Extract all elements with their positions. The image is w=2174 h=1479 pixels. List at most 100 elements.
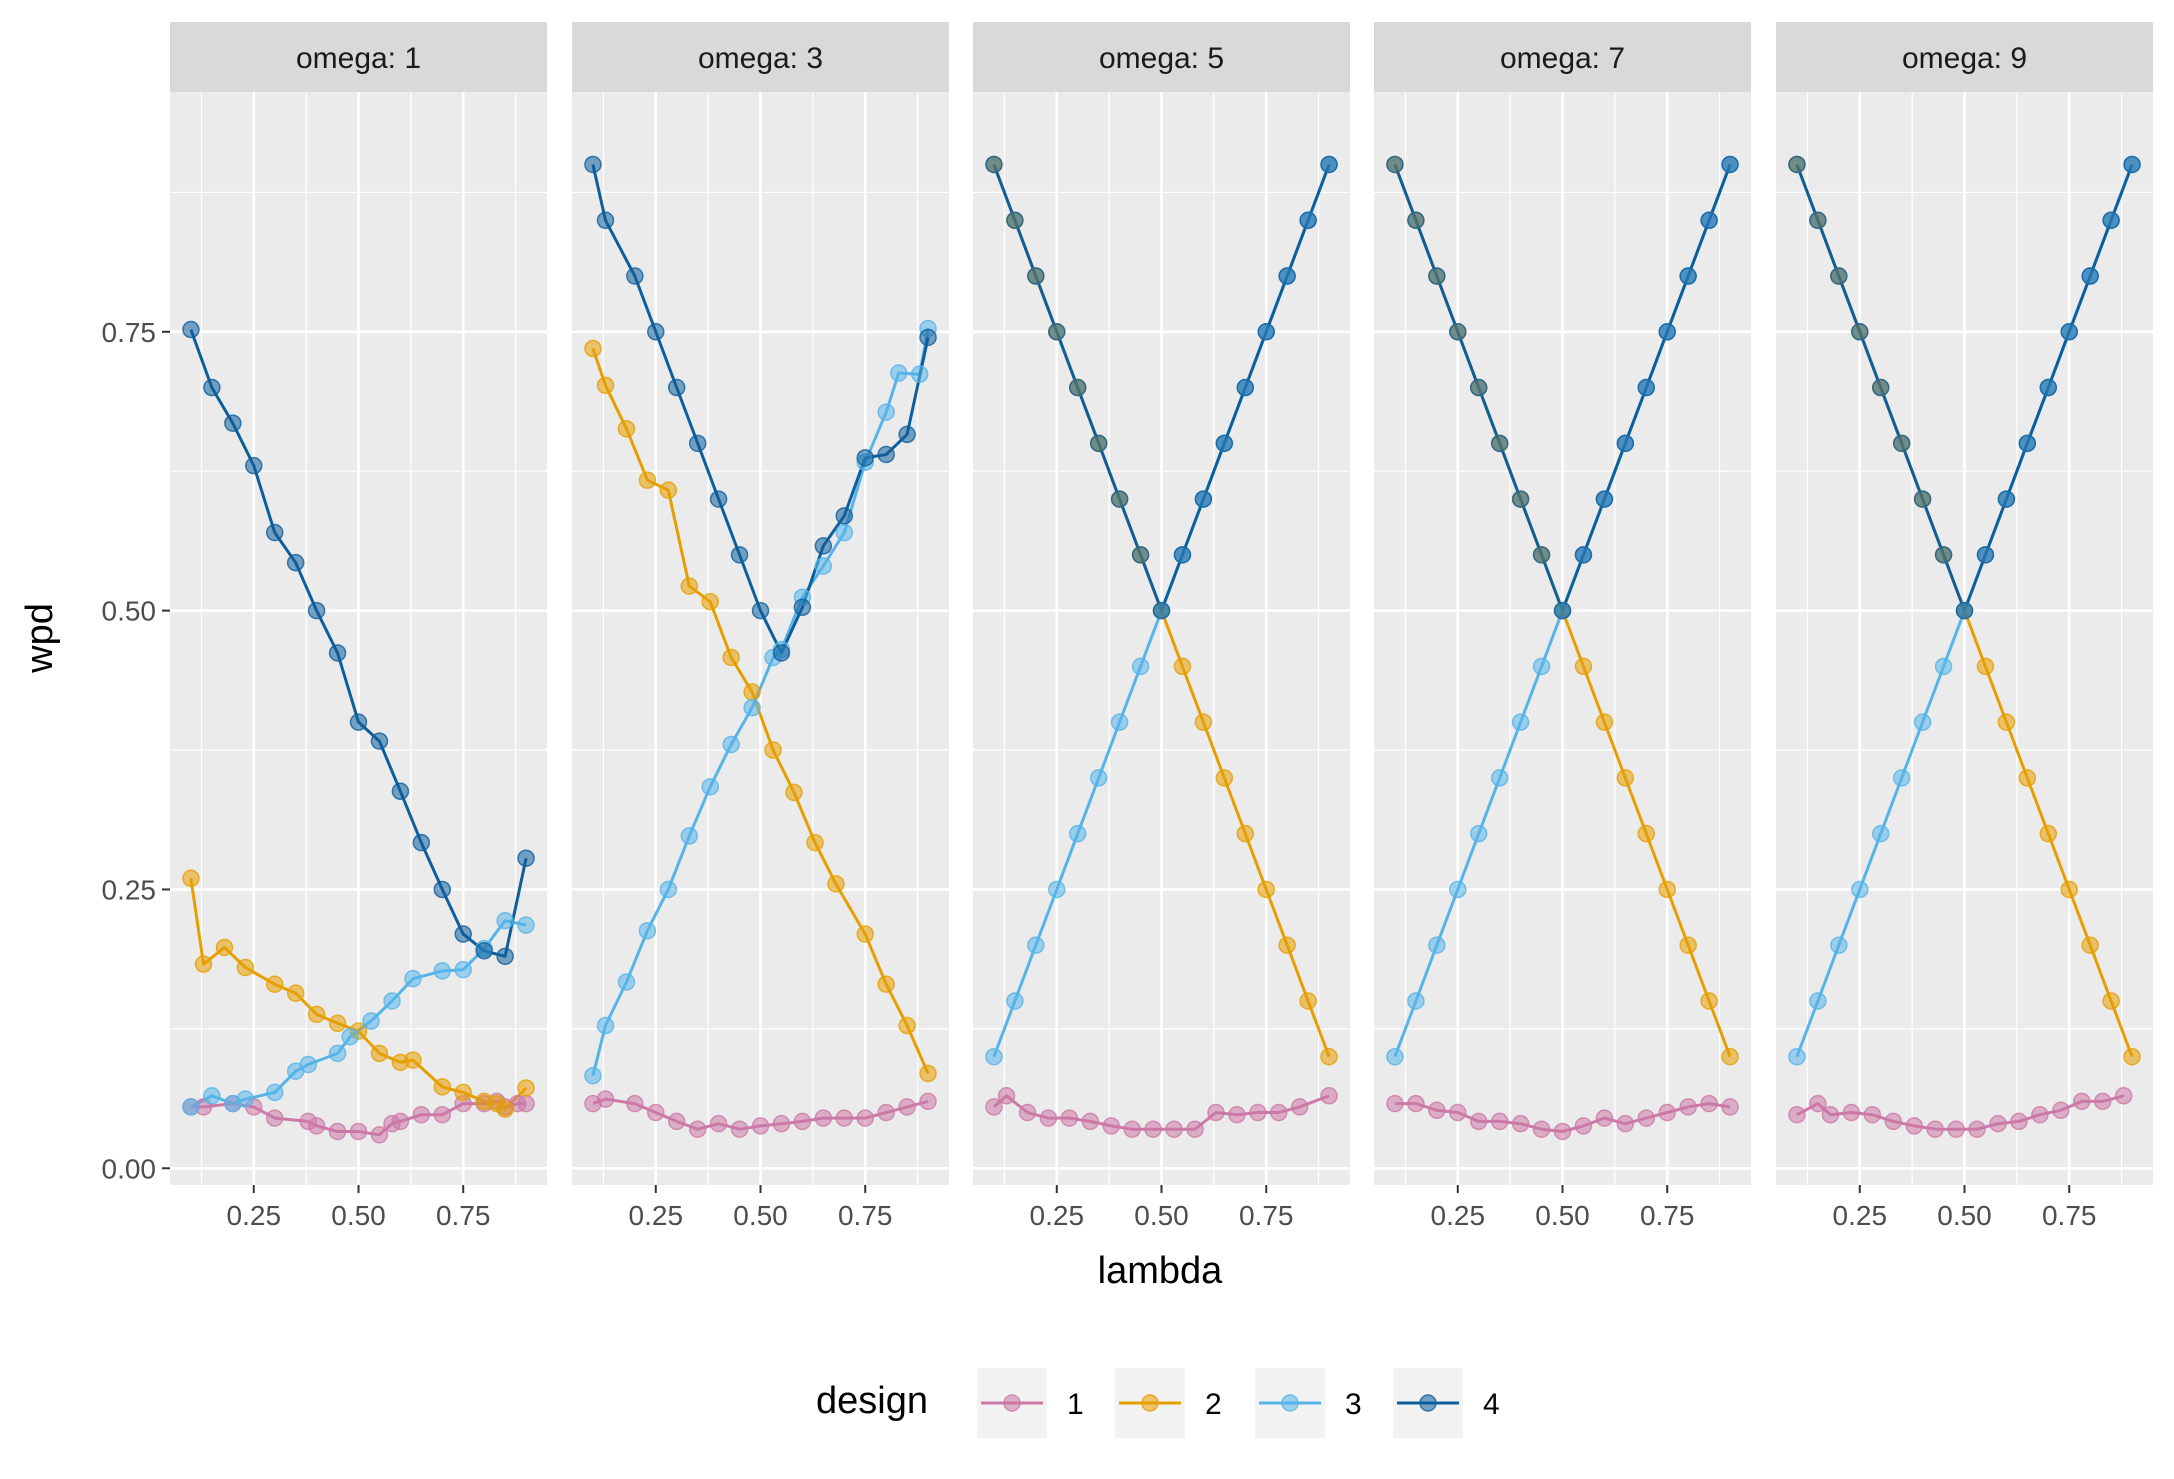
data-point-design-1 <box>1532 1120 1551 1138</box>
data-point-design-3 <box>659 880 678 899</box>
data-point-design-2 <box>404 1051 422 1069</box>
data-point-design-2 <box>2018 769 2037 787</box>
data-point-design-3 <box>1110 713 1129 731</box>
data-point-design-4 <box>349 713 368 731</box>
data-point-design-3 <box>1490 769 1509 787</box>
data-point-design-1 <box>1449 1103 1467 1122</box>
y-tick-label: 0.50 <box>102 596 157 627</box>
data-point-design-4 <box>584 155 602 174</box>
data-point-design-3 <box>404 969 422 988</box>
data-point-design-1 <box>433 1105 452 1124</box>
data-point-design-1 <box>1386 1094 1404 1113</box>
data-point-design-4 <box>1152 601 1171 620</box>
data-point-design-2 <box>215 938 234 957</box>
data-point-design-1 <box>2114 1087 2133 1105</box>
data-point-design-4 <box>1532 546 1551 564</box>
data-point-design-4 <box>2039 378 2058 397</box>
data-point-design-4 <box>1955 601 1974 620</box>
data-point-design-1 <box>1863 1105 1882 1124</box>
data-point-design-4 <box>2060 323 2078 341</box>
data-point-design-2 <box>680 577 699 595</box>
x-tick-label: 0.50 <box>1134 1200 1189 1231</box>
data-point-design-1 <box>1842 1103 1861 1122</box>
data-point-design-3 <box>433 962 452 980</box>
data-point-design-4 <box>814 537 833 555</box>
data-point-design-4 <box>1278 267 1296 285</box>
data-point-design-3 <box>1511 713 1530 731</box>
data-point-design-3 <box>743 698 761 717</box>
data-point-design-1 <box>1926 1120 1944 1138</box>
data-point-design-1 <box>709 1114 728 1133</box>
data-point-design-4 <box>1913 490 1932 508</box>
x-tick-label: 0.25 <box>227 1200 282 1231</box>
data-point-design-3 <box>1913 713 1932 731</box>
x-tick-label: 0.50 <box>1937 1200 1992 1231</box>
x-axis-title: lambda <box>1098 1250 1223 1292</box>
data-point-design-3 <box>1089 769 1108 787</box>
data-point-design-1 <box>1290 1098 1309 1116</box>
data-point-design-1 <box>2031 1105 2049 1124</box>
data-point-design-4 <box>1553 601 1572 620</box>
data-point-design-2 <box>2123 1047 2141 1066</box>
data-point-design-4 <box>245 456 263 475</box>
data-point-design-4 <box>1320 155 1338 174</box>
data-point-design-3 <box>1386 1047 1404 1066</box>
data-point-design-1 <box>412 1105 431 1124</box>
data-point-design-3 <box>1027 936 1045 954</box>
legend-label: 1 <box>1067 1388 1084 1421</box>
data-point-design-4 <box>1976 546 1995 564</box>
data-point-design-4 <box>1068 378 1087 397</box>
data-point-design-1 <box>730 1120 749 1138</box>
data-point-design-3 <box>722 735 740 754</box>
data-point-design-3 <box>638 921 657 940</box>
data-point-design-2 <box>496 1100 514 1118</box>
data-point-design-4 <box>1616 434 1635 453</box>
data-point-design-4 <box>391 782 410 801</box>
data-point-design-4 <box>835 507 854 525</box>
data-point-design-2 <box>1320 1047 1338 1066</box>
data-point-design-3 <box>701 778 719 796</box>
data-point-design-4 <box>898 425 916 444</box>
data-point-design-2 <box>454 1083 472 1102</box>
data-point-design-4 <box>370 732 389 750</box>
data-point-design-3 <box>1934 657 1953 676</box>
data-point-design-3 <box>985 1047 1003 1066</box>
x-tick-label: 0.75 <box>1640 1200 1695 1231</box>
data-point-design-4 <box>2081 267 2099 285</box>
facet-strip-label: omega: 5 <box>1099 42 1224 75</box>
data-point-design-1 <box>1637 1109 1656 1127</box>
data-point-design-2 <box>1257 880 1275 899</box>
data-point-design-3 <box>889 364 908 382</box>
data-point-design-1 <box>997 1087 1016 1105</box>
legend-key-point <box>1281 1394 1299 1412</box>
data-point-design-2 <box>1278 936 1296 954</box>
data-point-design-2 <box>236 958 255 977</box>
data-point-design-2 <box>2039 824 2058 843</box>
data-point-design-3 <box>835 523 854 542</box>
data-point-design-1 <box>1595 1109 1614 1127</box>
data-point-design-3 <box>877 403 895 421</box>
data-point-design-1 <box>1905 1117 1923 1135</box>
x-tick-label: 0.25 <box>629 1200 684 1231</box>
data-point-design-1 <box>772 1114 791 1133</box>
facet-strip <box>1776 22 2153 92</box>
data-point-design-1 <box>2073 1092 2091 1111</box>
data-point-design-1 <box>517 1094 535 1113</box>
data-point-design-4 <box>1407 211 1425 230</box>
legend-label: 2 <box>1205 1388 1222 1421</box>
data-point-design-1 <box>2010 1112 2028 1131</box>
data-point-design-3 <box>496 911 514 930</box>
data-point-design-1 <box>1144 1120 1162 1138</box>
data-point-design-4 <box>412 833 431 852</box>
data-point-design-4 <box>1490 434 1509 453</box>
data-point-design-4 <box>2018 434 2037 453</box>
y-axis-title: wpd <box>19 603 61 674</box>
legend-key-point <box>1003 1394 1021 1412</box>
data-point-design-4 <box>1595 490 1614 508</box>
data-point-design-2 <box>659 481 678 499</box>
data-point-design-1 <box>688 1120 707 1138</box>
data-point-design-1 <box>898 1098 916 1116</box>
data-point-design-2 <box>1997 713 2016 731</box>
data-point-design-4 <box>1428 267 1446 285</box>
